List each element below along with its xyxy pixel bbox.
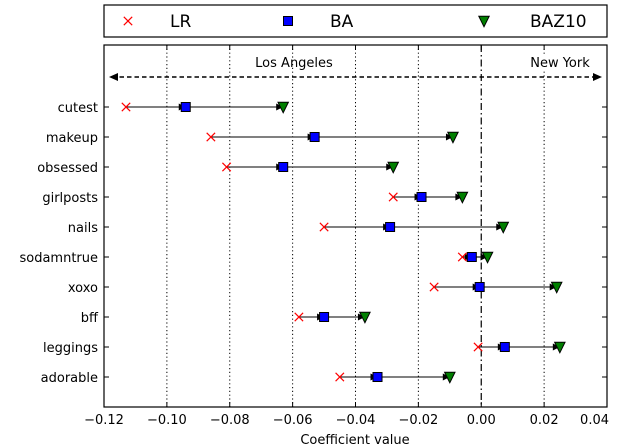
marker-lr <box>221 162 232 172</box>
y-tick-label: obsessed <box>37 161 98 176</box>
x-tick-label: 0.04 <box>580 413 609 428</box>
arrow-head <box>386 163 394 171</box>
legend-label: BA <box>330 12 354 32</box>
marker-ba <box>180 102 191 112</box>
arrow-head <box>549 283 557 291</box>
legend-marker-baz10 <box>477 15 491 28</box>
marker-baz10 <box>553 341 566 354</box>
legend-item-lr: LR <box>123 12 191 32</box>
arrow-head <box>496 223 504 231</box>
marker-ba <box>372 372 383 382</box>
marker-ba <box>466 252 477 262</box>
row-girlposts <box>388 191 469 204</box>
marker-lr <box>335 372 345 382</box>
region-annotation: Los Angeles New York <box>109 55 606 81</box>
marker-lr <box>294 312 304 322</box>
x-tick-label: −0.10 <box>147 413 187 428</box>
row-obsessed <box>221 161 400 174</box>
marker-baz10 <box>497 221 510 234</box>
row-leggings <box>473 341 566 354</box>
marker-baz10 <box>446 131 459 144</box>
row-sodamntrue <box>457 251 494 264</box>
marker-ba <box>319 312 330 322</box>
arrow-head <box>357 313 365 321</box>
region-label-new-york: New York <box>530 56 590 71</box>
row-nails <box>319 221 510 234</box>
row-xoxo <box>429 281 563 294</box>
y-axis: cutest makeup obsessed girlposts nails sodamn… <box>19 101 607 386</box>
legend-item-ba: BA <box>283 12 354 32</box>
x-tick-label: −0.08 <box>210 413 250 428</box>
marker-lr <box>319 222 329 232</box>
marker-ba <box>278 162 289 172</box>
legend: LR BA BAZ10 <box>103 4 608 38</box>
row-bff <box>294 311 371 324</box>
x-axis-label: Coefficient value <box>300 433 409 446</box>
arrow-head <box>445 133 453 141</box>
marker-baz10 <box>481 251 494 264</box>
marker-baz10 <box>358 311 371 324</box>
marker-baz10 <box>277 101 290 114</box>
x-axis: −0.12 −0.10 −0.08 −0.06 −0.04 −0.02 0.00 0.02 0.… <box>84 45 609 428</box>
marker-lr <box>473 342 483 352</box>
region-arrow-right-head <box>593 73 602 81</box>
row-makeup <box>206 131 459 144</box>
arrow-head <box>455 193 463 201</box>
marker-baz10 <box>443 371 456 384</box>
marker-ba <box>474 282 485 292</box>
y-tick-label: adorable <box>41 371 98 386</box>
arrow-head <box>480 253 488 261</box>
row-adorable <box>335 371 456 384</box>
x-tick-label: −0.04 <box>336 413 376 428</box>
y-tick-label: girlposts <box>42 191 98 206</box>
marker-ba <box>416 192 427 202</box>
x-tick-label: 0.00 <box>467 413 496 428</box>
y-tick-label: sodamntrue <box>19 251 98 266</box>
y-tick-label: makeup <box>46 131 98 146</box>
data-rows <box>121 101 566 384</box>
marker-ba <box>309 132 320 142</box>
region-label-los-angeles: Los Angeles <box>255 56 333 71</box>
region-label-backdrop <box>512 55 606 71</box>
marker-ba <box>385 222 396 232</box>
legend-marker-ba <box>283 16 293 26</box>
legend-frame <box>103 4 608 38</box>
grid <box>166 45 545 407</box>
arrow-head <box>276 103 284 111</box>
x-tick-label: −0.06 <box>273 413 313 428</box>
row-cutest <box>121 101 290 114</box>
x-tick-label: −0.12 <box>84 413 124 428</box>
legend-label: LR <box>170 12 191 32</box>
arrow-head <box>552 343 560 351</box>
marker-baz10 <box>387 161 400 174</box>
marker-lr <box>457 252 468 262</box>
y-tick-label: leggings <box>43 341 98 356</box>
legend-label: BAZ10 <box>530 12 587 32</box>
x-tick-label: −0.02 <box>398 413 438 428</box>
y-tick-label: bff <box>81 311 99 326</box>
region-arrow-left-head <box>109 73 118 81</box>
marker-baz10 <box>550 281 563 294</box>
y-tick-label: nails <box>68 221 98 236</box>
marker-lr <box>121 102 131 112</box>
y-tick-label: xoxo <box>68 281 98 296</box>
y-tick-label: cutest <box>58 101 98 116</box>
marker-lr <box>206 132 216 142</box>
legend-item-baz10: BAZ10 <box>477 12 587 32</box>
marker-lr <box>429 282 439 292</box>
marker-baz10 <box>456 191 469 204</box>
marker-ba <box>499 342 510 352</box>
arrow-head <box>442 373 450 381</box>
marker-lr <box>388 192 398 202</box>
x-tick-label: 0.02 <box>530 413 559 428</box>
legend-marker-lr <box>123 16 133 26</box>
